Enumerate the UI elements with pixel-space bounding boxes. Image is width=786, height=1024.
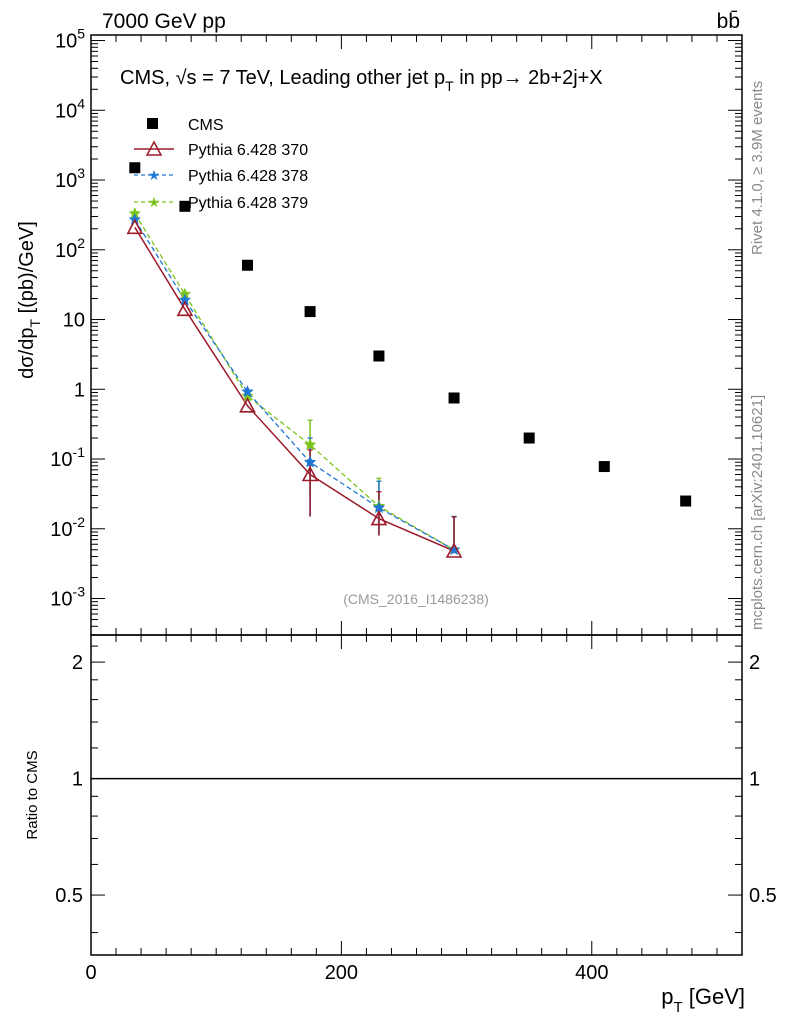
- x-axis-label: pT [GeV]: [661, 984, 745, 1016]
- main-axis-ticks: [90, 35, 743, 636]
- x-tick-label: 400: [575, 962, 608, 984]
- svg-text:pT [GeV]: pT [GeV]: [661, 984, 745, 1016]
- legend-marker-378: ★: [148, 167, 161, 183]
- cms-data-point: [598, 461, 610, 473]
- analysis-watermark: (CMS_2016_I1486238): [343, 591, 489, 607]
- main-y-axis-label: dσ/dpT [(pb)/GeV]: [16, 221, 43, 379]
- mcplots-label: mcplots.cern.ch [arXiv:2401.10621]: [749, 395, 766, 630]
- y-tick-label: 1: [74, 379, 85, 401]
- marker-star-point-2: [447, 543, 461, 556]
- ratio-plot-frame: [90, 634, 743, 956]
- marker-star-point-2: [241, 385, 254, 398]
- legend-marker-379: ★: [148, 194, 161, 210]
- ratio-y-tick-label-left: 1: [72, 769, 83, 791]
- cms-data-point: [129, 162, 141, 174]
- data-series: [126, 162, 692, 558]
- legend-marker-370: [145, 140, 163, 156]
- y-tick-label: 102: [55, 235, 85, 262]
- marker-star-point-3: [303, 438, 317, 451]
- y-tick-label: 105: [55, 26, 85, 53]
- cms-data-point: [373, 350, 385, 362]
- marker-370-point: [301, 465, 319, 482]
- legend-label-cms: CMS: [188, 117, 224, 134]
- title-part-2: = 7 TeV, Leading other jet p: [197, 67, 446, 89]
- marker-370-point: [445, 542, 463, 558]
- legend-marker-cms: [147, 118, 158, 129]
- plot-title: CMS, √s = 7 TeV, Leading other jet pT in…: [120, 67, 603, 94]
- title-sqrt-s: √s: [176, 67, 197, 89]
- x-tick-label: 0: [85, 962, 96, 984]
- series-line-2: [134, 219, 455, 551]
- ratio-axis-ticks: [90, 635, 743, 955]
- y-tick-label: 10-1: [50, 444, 85, 471]
- y-tick-label: 10-2: [50, 514, 85, 541]
- rivet-label: Rivet 4.1.0, ≥ 3.9M events: [749, 81, 766, 255]
- marker-star-point-2: [303, 455, 317, 468]
- energy-label: 7000 GeV pp: [102, 10, 226, 33]
- title-part-3: in pp→ 2b+2j+X: [454, 67, 603, 89]
- ratio-y-tick-label-left: 0.5: [55, 885, 83, 907]
- title-part-1: CMS,: [120, 67, 176, 89]
- series-line-3: [134, 213, 455, 551]
- y-tick-label: 103: [55, 165, 85, 192]
- svg-text:Ratio to CMS: Ratio to CMS: [24, 750, 41, 839]
- y-tick-label: 10-3: [50, 584, 85, 611]
- ratio-y-tick-label-right: 1: [749, 769, 760, 791]
- marker-370-point: [176, 300, 194, 317]
- legend-label-378: Pythia 6.428 378: [188, 168, 308, 185]
- ratio-y-tick-label-right: 2: [749, 652, 760, 674]
- legend-label-379: Pythia 6.428 379: [188, 195, 308, 212]
- y-tick-label: 10: [63, 310, 85, 332]
- cms-data-point: [523, 432, 535, 444]
- title-subscript-t: T: [445, 78, 454, 94]
- cms-data-point: [448, 392, 460, 404]
- main-tick-labels: 10-3 10-2 10-1 1 10 102 103 104 105: [50, 26, 85, 611]
- svg-text:dσ/dpT [(pb)/GeV]: dσ/dpT [(pb)/GeV]: [16, 221, 43, 379]
- ratio-y-tick-label-right: 0.5: [749, 885, 777, 907]
- cms-data-point: [680, 495, 692, 507]
- marker-370-point: [126, 218, 144, 235]
- ratio-tick-labels: 0.5 0.5 1 1 2 2 0 200 400: [55, 652, 777, 984]
- legend-label-370: Pythia 6.428 370: [188, 142, 308, 159]
- cms-data-point: [241, 259, 253, 271]
- ratio-y-axis-label: Ratio to CMS: [24, 750, 41, 839]
- cms-data-point: [304, 306, 316, 318]
- process-label: bb̄: [717, 10, 740, 33]
- y-tick-label: 104: [55, 95, 85, 122]
- legend: CMS Pythia 6.428 370 ★ Pythia 6.428 378 …: [134, 117, 308, 212]
- marker-370-point: [239, 397, 256, 413]
- marker-370-point: [370, 509, 388, 526]
- ratio-y-tick-label-left: 2: [72, 652, 83, 674]
- cms-data-point: [179, 200, 191, 212]
- x-tick-label: 200: [325, 962, 358, 984]
- series-line-1: [134, 226, 455, 552]
